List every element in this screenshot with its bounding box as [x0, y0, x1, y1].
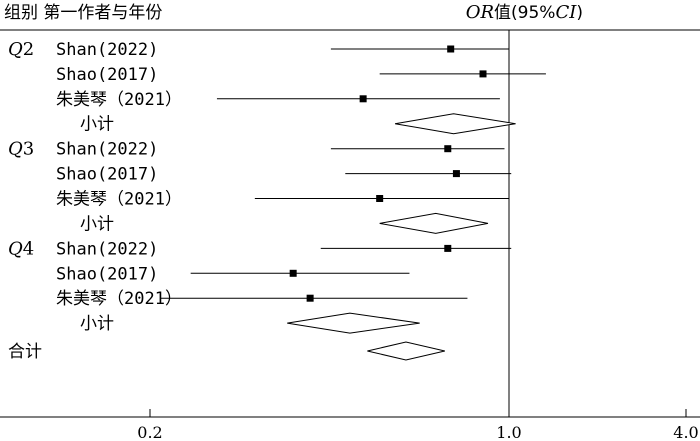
- group-label: Q4: [8, 238, 34, 259]
- study-label: 朱美琴（2021）: [56, 190, 182, 210]
- overall-label: 合计: [8, 342, 42, 362]
- study-label: Shan(2022): [56, 239, 158, 259]
- study-label: Shan(2022): [56, 40, 158, 60]
- study-label: Shao(2017): [56, 264, 158, 284]
- marks-layer: [160, 45, 546, 361]
- point-estimate: [444, 145, 452, 153]
- point-estimate: [376, 195, 384, 202]
- point-estimate: [452, 170, 460, 178]
- subtotal-label: 小计: [80, 314, 114, 334]
- point-estimate: [479, 70, 487, 78]
- group-label: Q2: [8, 39, 34, 60]
- header-left: 组别 第一作者与年份: [4, 3, 162, 23]
- overall-diamond: [367, 341, 445, 361]
- subtotal-diamond: [287, 312, 420, 334]
- labels-layer: 组别 第一作者与年份 OR值(95%CI) Q2 Shan(2022) Shao(201…: [4, 2, 583, 362]
- point-estimate: [444, 244, 452, 252]
- study-label: Shao(2017): [56, 65, 158, 85]
- group-label: Q3: [8, 139, 34, 160]
- header-right: OR值(95%CI): [466, 2, 583, 23]
- point-estimate: [359, 95, 367, 103]
- subtotal-label: 小计: [80, 214, 114, 234]
- point-estimate: [289, 269, 297, 277]
- study-label: 朱美琴（2021）: [56, 90, 182, 110]
- study-label: 朱美琴（2021）: [56, 289, 182, 309]
- subtotal-diamond: [394, 113, 516, 135]
- point-estimate: [447, 45, 455, 53]
- x-tick-label: 1.0: [496, 423, 521, 441]
- x-tick-label: 0.2: [137, 423, 162, 441]
- subtotal-label: 小计: [80, 115, 114, 135]
- subtotal-diamond: [379, 212, 489, 234]
- axes-layer: 0.2 1.0 4.0: [0, 29, 700, 441]
- point-estimate: [306, 294, 314, 302]
- study-label: Shao(2017): [56, 165, 158, 185]
- study-label: Shan(2022): [56, 140, 158, 160]
- x-tick-label: 4.0: [673, 423, 698, 441]
